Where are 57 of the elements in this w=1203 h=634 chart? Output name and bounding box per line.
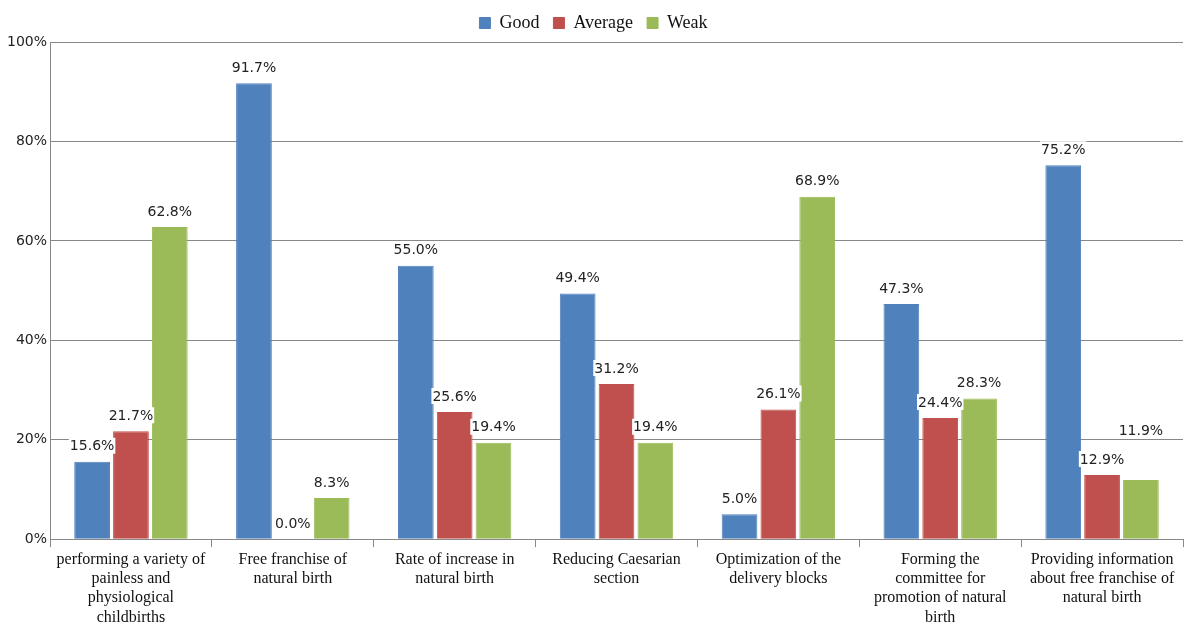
bar bbox=[922, 417, 959, 539]
bar bbox=[151, 226, 188, 539]
bar bbox=[1123, 480, 1159, 539]
data-label: 47.3% bbox=[879, 279, 924, 296]
data-label: 0.0% bbox=[275, 514, 311, 531]
bar bbox=[313, 497, 350, 539]
data-label: 21.7% bbox=[108, 406, 154, 423]
bar bbox=[598, 384, 635, 539]
bar bbox=[475, 442, 512, 539]
data-label: 55.0% bbox=[393, 241, 439, 258]
data-label: 11.9% bbox=[1118, 421, 1164, 438]
data-label: 19.4% bbox=[471, 418, 516, 435]
data-label: 91.7% bbox=[231, 58, 277, 75]
bar bbox=[883, 304, 920, 539]
data-label: 24.4% bbox=[917, 393, 963, 410]
bar bbox=[760, 409, 797, 539]
x-tick-label: Reducing Caesarian section bbox=[552, 550, 681, 587]
x-tick-label: Providing information about free franchise of natural birth bbox=[1029, 550, 1175, 606]
y-tick-label: 40% bbox=[15, 330, 48, 347]
y-tick-label: 80% bbox=[15, 132, 48, 149]
y-tick-label: 0% bbox=[24, 529, 48, 546]
bar bbox=[113, 431, 149, 539]
bar bbox=[961, 398, 997, 539]
x-tick-label: Free franchise of natural birth bbox=[238, 550, 348, 587]
bar bbox=[74, 461, 110, 539]
bar bbox=[637, 442, 674, 539]
data-label: 8.3% bbox=[313, 473, 350, 490]
bar bbox=[397, 265, 434, 539]
data-label: 31.2% bbox=[594, 359, 639, 376]
data-label: 49.4% bbox=[555, 269, 600, 286]
data-label: 19.4% bbox=[633, 418, 678, 435]
bar bbox=[236, 83, 272, 539]
bar bbox=[799, 196, 836, 539]
data-label: 15.6% bbox=[69, 437, 115, 454]
x-tick-label: Forming the committee for promotion of natural birth bbox=[874, 550, 1007, 625]
bar bbox=[721, 514, 758, 539]
data-label: 5.0% bbox=[721, 489, 758, 506]
bar bbox=[436, 411, 473, 539]
x-tick-label: Rate of increase in natural birth bbox=[394, 550, 515, 587]
data-label: 25.6% bbox=[432, 387, 477, 404]
data-label: 75.2% bbox=[1040, 140, 1086, 157]
x-tick-label: performing a variety of painless and physiological childbirths bbox=[56, 550, 207, 625]
data-label: 12.9% bbox=[1079, 450, 1125, 467]
data-label: 26.1% bbox=[756, 385, 801, 402]
data-label: 68.9% bbox=[794, 172, 840, 189]
legend-label: Average bbox=[573, 11, 634, 32]
bar bbox=[559, 293, 596, 539]
legend-label: Weak bbox=[667, 11, 708, 32]
legend-label: Good bbox=[499, 11, 540, 32]
data-label: 62.8% bbox=[147, 202, 193, 219]
y-tick-label: 100% bbox=[6, 32, 48, 49]
bar bbox=[1045, 165, 1082, 539]
y-tick-label: 20% bbox=[15, 430, 48, 447]
x-tick-label: Optimization of the delivery blocks bbox=[715, 550, 842, 588]
data-label: 28.3% bbox=[956, 374, 1002, 391]
bar bbox=[1084, 475, 1120, 539]
y-tick-label: 60% bbox=[15, 231, 48, 248]
